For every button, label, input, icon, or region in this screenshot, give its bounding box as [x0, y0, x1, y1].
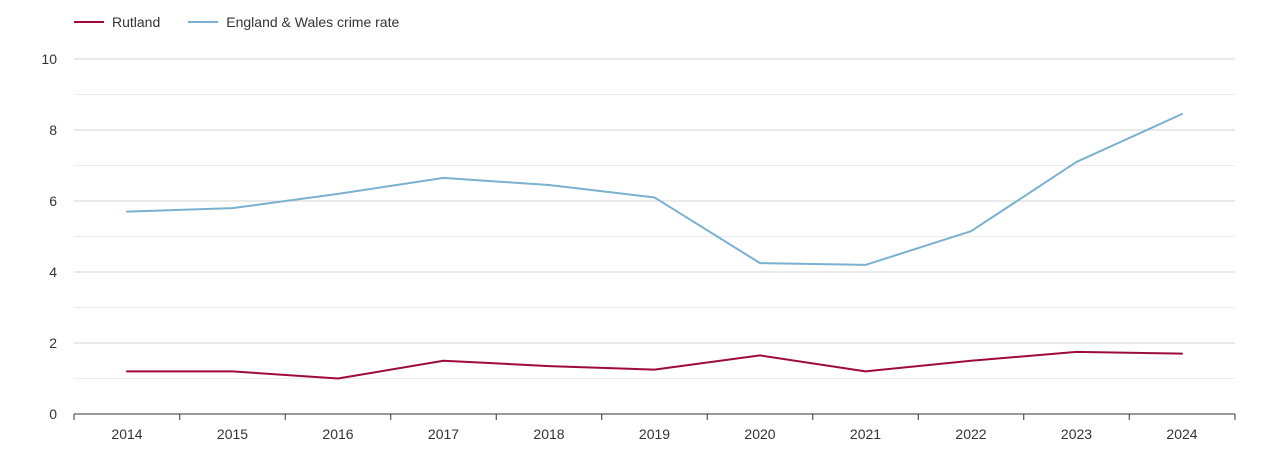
legend-label-england-wales: England & Wales crime rate: [226, 14, 400, 30]
series-line-england-wales: [126, 113, 1183, 266]
y-tick-label: 10: [41, 51, 57, 67]
x-tick-label: 2022: [955, 426, 986, 442]
series-line-rutland: [126, 350, 1183, 380]
legend-item-rutland[interactable]: Rutland: [74, 14, 160, 30]
x-tick-label: 2020: [744, 426, 775, 442]
x-tick-label: 2024: [1166, 426, 1197, 442]
legend-item-england-wales[interactable]: England & Wales crime rate: [188, 14, 399, 30]
legend-swatch-england-wales: [188, 21, 219, 23]
x-tick-label: 2021: [850, 426, 881, 442]
legend-label-rutland: Rutland: [112, 14, 161, 30]
y-tick-label: 2: [49, 335, 57, 351]
x-tick-label: 2015: [217, 426, 248, 442]
x-tick-label: 2014: [111, 426, 142, 442]
x-tick-label: 2017: [428, 426, 459, 442]
x-tick-label: 2023: [1061, 426, 1092, 442]
y-tick-label: 6: [49, 193, 57, 209]
x-tick-label: 2019: [639, 426, 670, 442]
y-tick-label: 4: [49, 264, 57, 280]
legend-swatch-rutland: [74, 21, 104, 23]
y-tick-label: 8: [49, 122, 57, 138]
x-tick-label: 2018: [533, 426, 564, 442]
chart-legend: Rutland England & Wales crime rate: [74, 14, 427, 30]
x-tick-label: 2016: [322, 426, 353, 442]
y-tick-label: 0: [49, 406, 57, 422]
